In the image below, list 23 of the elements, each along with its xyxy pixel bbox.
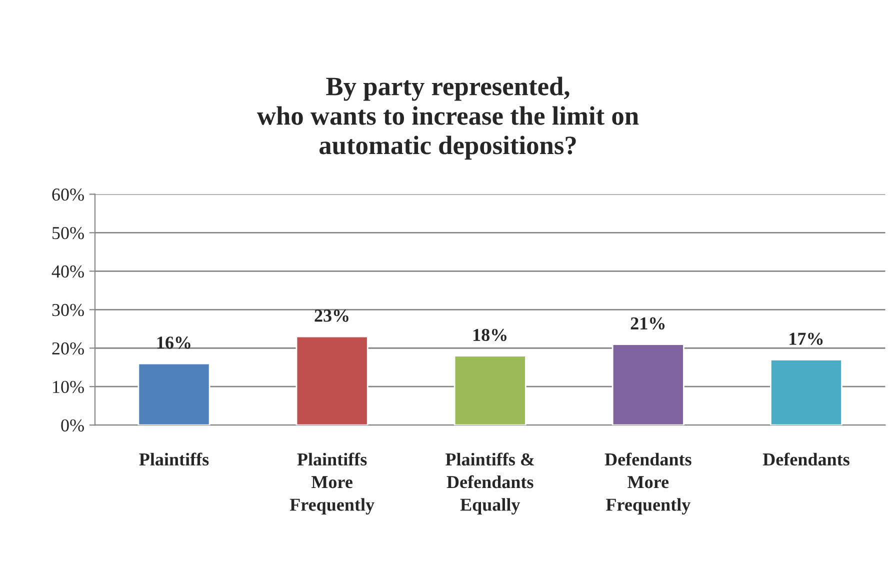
data-label: 16% bbox=[157, 336, 190, 349]
y-tick-label: 40% bbox=[52, 265, 84, 278]
x-tick-label: Defendants More Frequently bbox=[604, 452, 692, 515]
data-label: 18% bbox=[474, 328, 506, 342]
x-tick-label: Plaintiffs More Frequently bbox=[290, 452, 374, 515]
data-label: 17% bbox=[790, 332, 823, 345]
chart-title: By party represented, who wants to increase the limit on automatic depositions? bbox=[257, 76, 639, 160]
bar bbox=[770, 358, 842, 426]
bar bbox=[138, 362, 210, 426]
y-tick-label: 60% bbox=[52, 188, 84, 201]
y-tick-label: 20% bbox=[52, 342, 84, 355]
bar bbox=[454, 355, 526, 426]
bar bbox=[296, 336, 368, 426]
x-tick-label: Defendants bbox=[762, 452, 850, 466]
y-tick-label: 0% bbox=[61, 419, 84, 432]
data-label: 23% bbox=[314, 310, 348, 322]
y-tick-label: 50% bbox=[52, 226, 84, 240]
y-tick-label: 30% bbox=[52, 304, 84, 316]
x-tick-label: Plaintiffs & Defendants Equally bbox=[446, 452, 534, 515]
x-tick-label: Plaintiffs bbox=[139, 452, 209, 466]
bar bbox=[612, 344, 684, 426]
data-label: 21% bbox=[630, 317, 665, 330]
y-tick-label: 10% bbox=[53, 380, 84, 394]
